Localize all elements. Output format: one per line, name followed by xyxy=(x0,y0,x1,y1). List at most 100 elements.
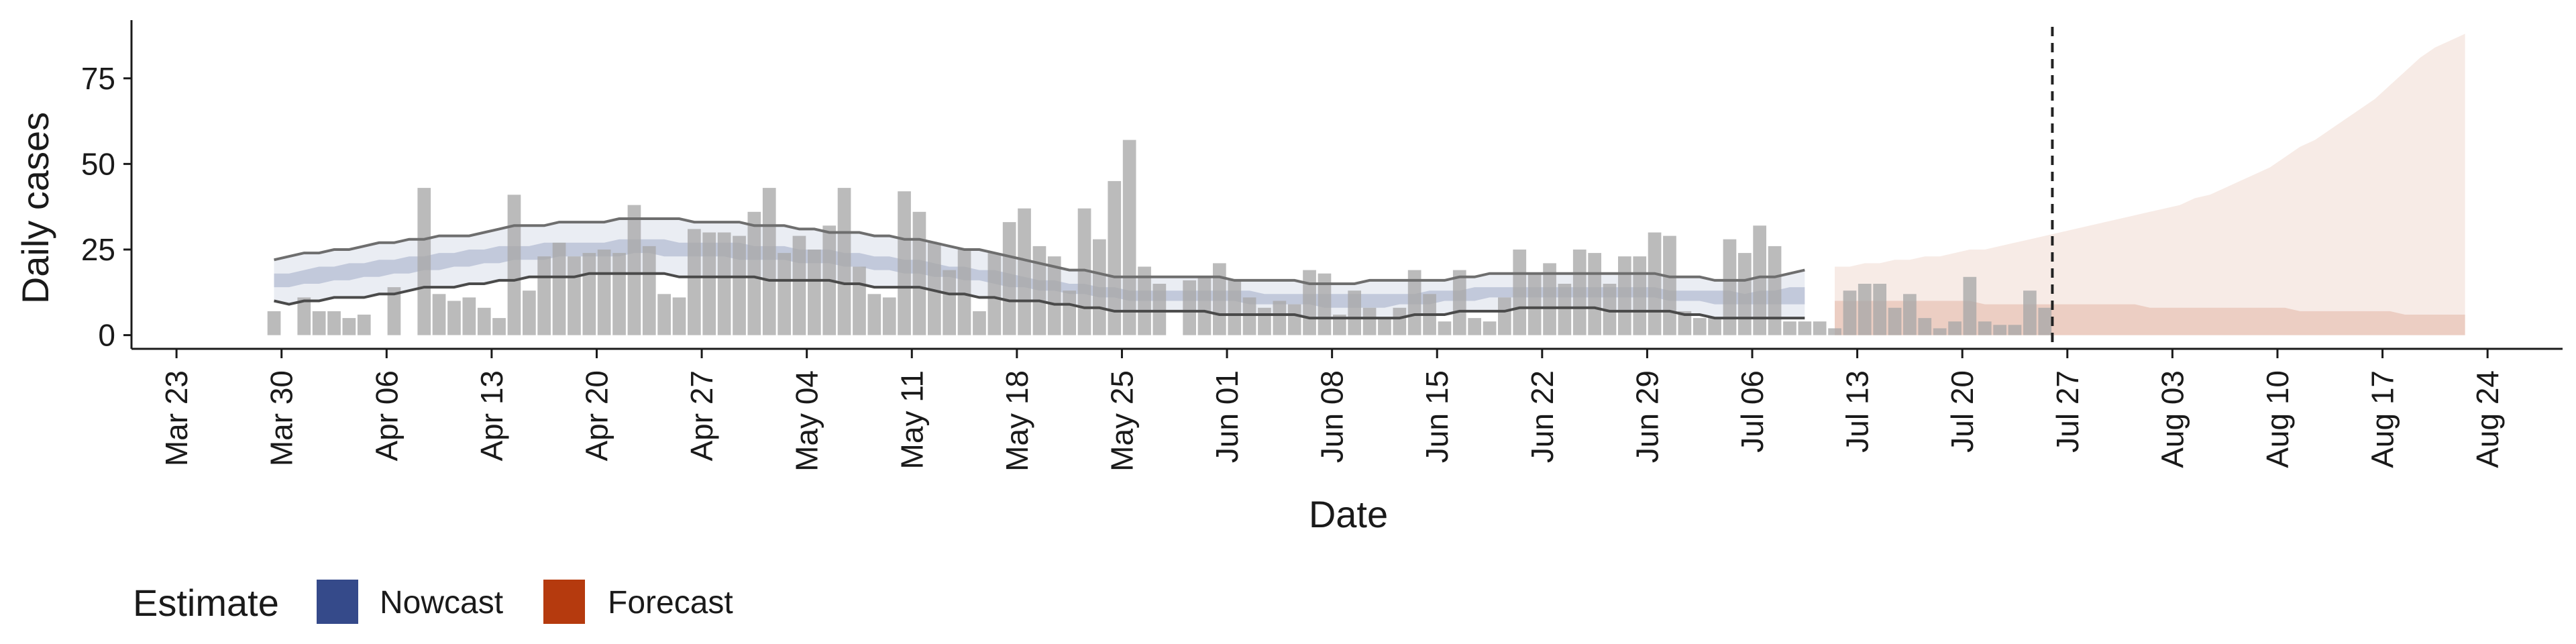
case-bar xyxy=(1258,307,1271,335)
x-tick-label: May 04 xyxy=(790,370,824,472)
case-bar xyxy=(342,318,356,335)
case-bar xyxy=(733,235,746,335)
case-bar xyxy=(1963,276,1977,335)
case-bar xyxy=(327,311,341,335)
case-bar xyxy=(1032,246,1046,335)
x-tick-label: Apr 27 xyxy=(684,370,719,462)
case-bar xyxy=(657,294,671,335)
x-tick-label: May 18 xyxy=(1000,370,1034,472)
plot-area xyxy=(267,27,2465,349)
x-tick-label: Jun 08 xyxy=(1315,370,1350,463)
y-tick-label: 75 xyxy=(81,61,115,96)
case-bar xyxy=(1378,318,1391,335)
x-tick-label: Jul 20 xyxy=(1945,370,1980,453)
case-bar xyxy=(552,242,566,335)
case-bar xyxy=(2023,290,2037,335)
case-bar xyxy=(312,311,326,335)
case-bar xyxy=(777,253,791,335)
case-bar xyxy=(1273,301,1287,335)
case-bar xyxy=(943,270,956,335)
case-bar xyxy=(642,246,656,335)
case-bar xyxy=(1603,284,1617,335)
case-bar xyxy=(808,250,821,335)
case-bar xyxy=(1122,140,1136,335)
case-bar xyxy=(1783,321,1796,335)
case-bar xyxy=(1393,307,1407,335)
y-tick-label: 50 xyxy=(81,146,115,181)
case-bar xyxy=(672,297,686,335)
case-bar xyxy=(1888,307,1902,335)
case-bar xyxy=(1513,250,1527,335)
case-bar xyxy=(1693,318,1707,335)
case-bar xyxy=(928,242,941,335)
case-bar xyxy=(1588,253,1601,335)
case-bar xyxy=(882,297,896,335)
case-bar xyxy=(1648,232,1662,335)
case-bar xyxy=(1527,273,1542,335)
case-bar xyxy=(1798,321,1812,335)
x-tick-label: May 11 xyxy=(894,370,929,469)
case-bar xyxy=(417,188,431,335)
x-tick-label: Apr 06 xyxy=(369,370,404,462)
case-bar xyxy=(837,188,851,335)
case-bar xyxy=(912,211,926,335)
case-bar xyxy=(492,318,506,335)
case-bar xyxy=(267,311,281,335)
case-bar xyxy=(1572,250,1587,335)
case-bar xyxy=(462,297,476,335)
x-tick-label: Aug 24 xyxy=(2470,370,2505,468)
nowcast-upper-line xyxy=(274,217,1805,285)
case-bar xyxy=(1813,321,1827,335)
case-bar xyxy=(627,205,641,335)
case-bar xyxy=(597,250,611,335)
case-bar xyxy=(1948,321,1962,335)
case-bar xyxy=(1303,270,1316,335)
legend-label-nowcast: Nowcast xyxy=(380,585,503,621)
x-tick-label: Jul 06 xyxy=(1735,370,1770,453)
case-bar xyxy=(2038,307,2052,335)
x-tick-label: Aug 17 xyxy=(2365,370,2400,468)
case-bar xyxy=(1828,328,1841,335)
case-bar xyxy=(2008,325,2022,335)
case-bar xyxy=(1903,294,1917,335)
axes: 0 25 50 75 Mar 23 Mar 30 Apr 06 Apr 13 Apr 20 Apr… xyxy=(81,20,2563,472)
case-bar xyxy=(987,253,1002,335)
x-tick-label: Jun 29 xyxy=(1629,370,1664,463)
legend-key-nowcast xyxy=(317,580,358,624)
case-bar xyxy=(1978,321,1992,335)
case-bar xyxy=(898,191,911,335)
case-bar xyxy=(1543,263,1556,335)
case-bar xyxy=(1723,239,1737,335)
case-bar xyxy=(1873,284,1886,335)
y-tick-label: 25 xyxy=(81,232,115,267)
case-bar xyxy=(432,294,446,335)
case-bar xyxy=(447,301,461,335)
x-tick-label: Jun 22 xyxy=(1525,370,1560,463)
case-bar xyxy=(1858,284,1872,335)
case-bar xyxy=(973,311,986,335)
case-bar xyxy=(1483,321,1497,335)
case-bar xyxy=(1152,284,1167,335)
case-bar xyxy=(1077,208,1091,335)
case-bar xyxy=(747,211,761,335)
forecast-outer-band xyxy=(1835,34,2465,335)
case-bar xyxy=(1452,270,1466,335)
x-tick-label: Jun 01 xyxy=(1210,370,1244,463)
case-bar xyxy=(582,253,596,335)
x-tick-label: Aug 03 xyxy=(2155,370,2190,468)
case-bar xyxy=(1242,297,1256,335)
case-bar xyxy=(1002,222,1016,335)
case-bar xyxy=(1753,225,1766,335)
forecast-inner-band xyxy=(1835,301,2465,335)
case-bar xyxy=(957,250,971,335)
case-bar xyxy=(1618,256,1631,335)
case-bar xyxy=(568,256,581,335)
case-bar xyxy=(1843,290,1857,335)
case-bar xyxy=(1468,318,1481,335)
case-bar xyxy=(1183,280,1196,335)
x-axis-title: Date xyxy=(1309,493,1388,535)
x-tick-label: Jul 27 xyxy=(2050,370,2085,453)
case-bar xyxy=(1213,263,1226,335)
case-bar xyxy=(1708,318,1721,335)
